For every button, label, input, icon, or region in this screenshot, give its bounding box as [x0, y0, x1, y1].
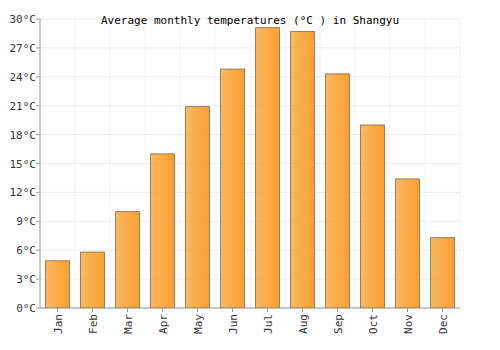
grid [36, 19, 460, 308]
y-tick-label: 15°C [10, 158, 37, 171]
bar [116, 212, 140, 308]
y-tick [36, 76, 40, 77]
bar [396, 179, 420, 308]
x-tick-label: Jun [227, 314, 240, 334]
x-tick [442, 308, 443, 312]
y-tick-label: 30°C [10, 13, 37, 26]
x-tick-label: Apr [157, 314, 170, 334]
grid-line-vertical [425, 19, 426, 308]
y-tick [36, 163, 40, 164]
grid-line-vertical [285, 19, 286, 308]
x-tick [302, 308, 303, 312]
y-tick [36, 192, 40, 193]
y-axis [40, 19, 41, 308]
grid-line-vertical [460, 19, 461, 308]
y-tick [36, 19, 40, 20]
grid-line-vertical [250, 19, 251, 308]
grid-line-vertical [390, 19, 391, 308]
y-tick [36, 308, 40, 309]
bar [431, 238, 455, 308]
grid-line-vertical [40, 19, 41, 308]
bar [81, 252, 105, 308]
grid-line-vertical [180, 19, 181, 308]
bar [46, 261, 70, 308]
x-tick-label: Sep [332, 314, 345, 334]
bar [256, 28, 280, 308]
y-tick [36, 250, 40, 251]
y-tick [36, 279, 40, 280]
x-tick [92, 308, 93, 312]
bar [221, 69, 245, 308]
grid-line-vertical [75, 19, 76, 308]
x-tick [407, 308, 408, 312]
y-tick-label: 9°C [16, 215, 36, 228]
bar [361, 125, 385, 308]
x-tick [57, 308, 58, 312]
y-tick-label: 21°C [10, 100, 37, 113]
x-tick [337, 308, 338, 312]
x-tick-label: Oct [367, 314, 380, 334]
x-tick [162, 308, 163, 312]
y-tick-label: 27°C [10, 42, 37, 55]
bar [326, 74, 350, 308]
x-tick-label: Nov [402, 314, 415, 334]
y-tick-label: 12°C [10, 186, 37, 199]
bars [46, 28, 455, 308]
y-tick-label: 24°C [10, 71, 37, 84]
y-tick-label: 18°C [10, 129, 37, 142]
x-tick-label: May [192, 314, 205, 334]
y-tick-label: 3°C [16, 273, 36, 286]
x-tick [127, 308, 128, 312]
title: Average monthly temperatures (°C ) in Sh… [101, 14, 399, 27]
x-tick [267, 308, 268, 312]
x-tick [372, 308, 373, 312]
grid-line-vertical [110, 19, 111, 308]
y-tick-label: 6°C [16, 244, 36, 257]
chart-container: 0°C 3°C 6°C 9°C 12°C 15°C 18°C 21°C 24°C 27°C 30°C… [0, 0, 500, 350]
y-tick [36, 134, 40, 135]
x-tick-label: Mar [122, 314, 135, 334]
chart: 0°C 3°C 6°C 9°C 12°C 15°C 18°C 21°C 24°C 27°C 30°C… [0, 0, 500, 350]
grid-line-vertical [145, 19, 146, 308]
x-tick-label: Aug [297, 314, 310, 334]
y-tick [36, 47, 40, 48]
y-tick-label: 0°C [16, 302, 36, 315]
x-tick-label: Jul [262, 314, 275, 334]
y-tick [36, 105, 40, 106]
grid-line-vertical [355, 19, 356, 308]
x-tick-label: Dec [437, 314, 450, 334]
x-tick [232, 308, 233, 312]
bar [186, 107, 210, 308]
y-tick [36, 221, 40, 222]
x-tick [197, 308, 198, 312]
x-tick-label: Feb [87, 314, 100, 334]
grid-line-vertical [320, 19, 321, 308]
x-tick-label: Jan [52, 314, 65, 334]
bar [151, 154, 175, 308]
grid-line-vertical [215, 19, 216, 308]
bar [291, 32, 315, 308]
